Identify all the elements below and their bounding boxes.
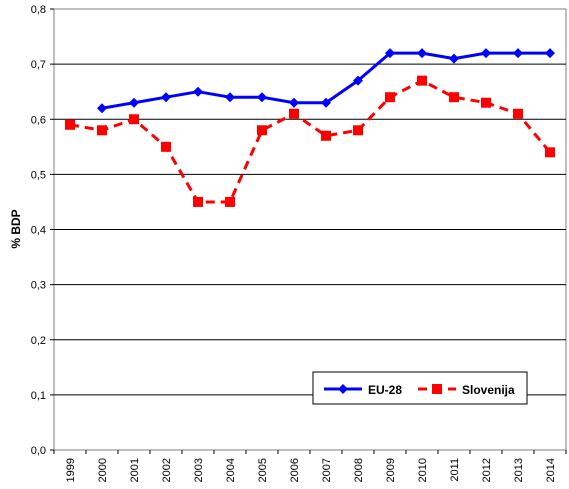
x-tick-label: 2012 [481,458,493,482]
x-tick-label: 2002 [161,458,173,482]
data-point [321,130,331,141]
data-point [321,97,331,108]
series-group [65,48,555,207]
y-axis-ticks: 0,0 0,1 0,2 0,3 0,4 0,5 0,6 0,7 0,8 [31,4,54,457]
data-point [289,97,299,108]
x-tick-label: 2008 [353,458,365,482]
x-tick-label: 1999 [65,458,77,482]
data-point [257,125,267,136]
x-tick-label: 2003 [193,458,205,482]
y-tick-label: 0,5 [31,169,46,181]
data-point [353,75,363,86]
data-point [545,147,555,158]
x-tick-label: 2004 [225,458,237,482]
x-tick-label: 2014 [545,458,557,482]
y-tick-label: 0,4 [31,225,46,237]
data-point [353,125,363,136]
data-point [513,48,523,59]
legend-label: Slovenija [462,383,515,397]
data-point [289,108,299,119]
data-point [385,48,395,59]
data-point [129,97,139,108]
x-tick-label: 2013 [513,458,525,482]
x-tick-label: 2001 [129,458,141,482]
legend-label: EU-28 [368,383,402,397]
series-slovenija [65,75,555,207]
data-point [161,92,171,103]
x-axis-ticks: 1999 2000 2001 2002 2003 2004 2005 2006 2007 2008… [53,450,567,482]
series-eu-28 [97,48,555,114]
data-point [129,114,139,125]
data-point [225,196,235,207]
x-tick-label: 2000 [97,458,109,482]
data-point [449,92,459,103]
data-point [449,53,459,64]
y-tick-label: 0,6 [31,114,46,126]
series-line [69,79,552,204]
data-point [193,86,203,97]
x-tick-label: 2009 [385,458,397,482]
data-point [513,108,523,119]
legend: EU-28 Slovenija [312,371,528,405]
y-tick-label: 0,1 [31,390,46,402]
x-tick-label: 2007 [321,458,333,482]
data-point [417,48,427,59]
data-point [481,97,491,108]
x-tick-label: 2011 [449,458,461,482]
data-point [545,48,555,59]
data-point [193,196,203,207]
data-point [97,103,107,114]
data-point [481,48,491,59]
data-point [385,92,395,103]
data-point [257,92,267,103]
data-point [65,119,75,130]
legend-marker [338,384,348,394]
y-tick-label: 0,8 [31,4,46,16]
data-point [161,141,171,152]
x-tick-label: 2006 [289,458,301,482]
data-point [225,92,235,103]
y-tick-label: 0,7 [31,59,46,71]
data-point [417,75,427,86]
data-point [97,125,107,136]
y-axis-label: % BDP [9,209,23,248]
x-tick-label: 2010 [417,458,429,482]
x-tick-label: 2005 [257,458,269,482]
y-tick-label: 0,2 [31,335,46,347]
y-tick-label: 0,0 [31,445,46,457]
y-tick-label: 0,3 [31,280,46,292]
legend-marker [432,384,442,394]
